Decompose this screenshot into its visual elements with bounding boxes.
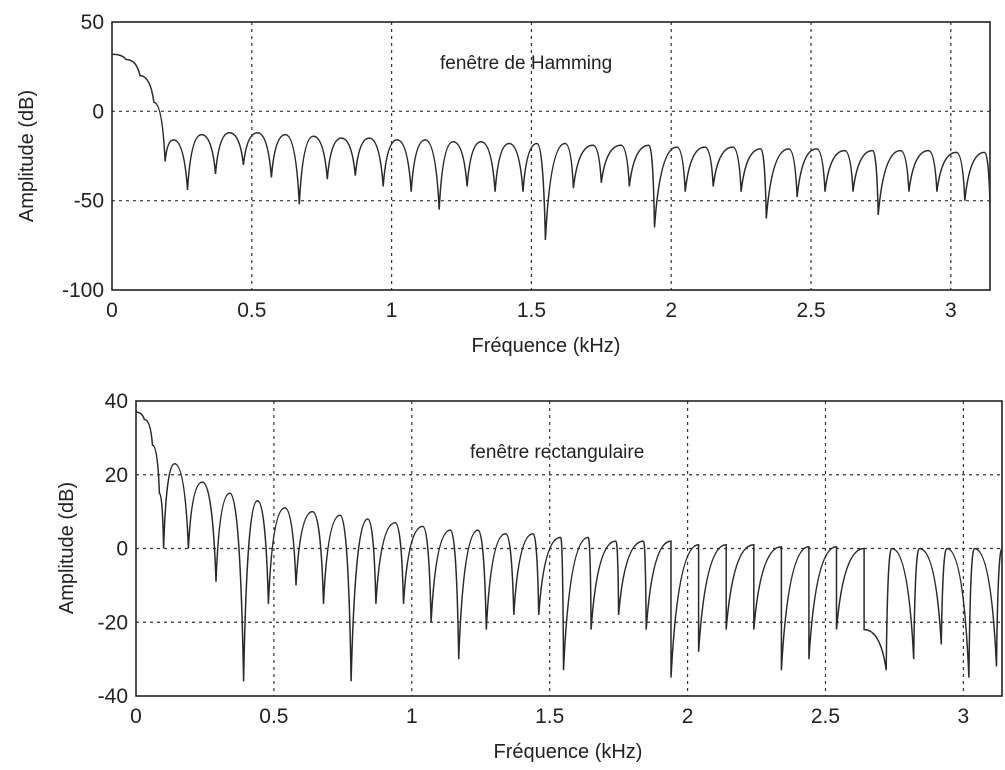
x-tick-label: 0.5 — [259, 705, 288, 728]
y-tick-labels-hamming: 50 0 -50 -100 — [62, 11, 104, 302]
y-tick-label: -20 — [98, 611, 128, 634]
plot-hamming: 0 0.5 1 1.5 2 2.5 3 50 0 -50 -100 fenêtre de Hamm… — [16, 11, 991, 357]
y-axis-label-rectangular: Amplitude (dB) — [56, 482, 78, 614]
y-tick-label: 40 — [105, 390, 128, 413]
y-tick-label: 0 — [116, 538, 128, 561]
annotation-hamming: fenêtre de Hamming — [440, 53, 612, 74]
x-tick-label: 2 — [682, 705, 694, 728]
y-axis-label-hamming: Amplitude (dB) — [16, 90, 38, 222]
x-tick-labels-hamming: 0 0.5 1 1.5 2 2.5 3 — [106, 299, 957, 322]
x-tick-label: 0 — [106, 299, 118, 322]
x-tick-label: 1 — [406, 705, 418, 728]
annotation-rectangular: fenêtre rectangulaire — [470, 442, 644, 463]
x-tick-label: 2.5 — [811, 705, 840, 728]
spectrum-line-rectangular — [135, 411, 1003, 682]
axes-frame-hamming — [111, 21, 991, 291]
y-tick-label: 0 — [92, 100, 104, 123]
x-tick-label: 3 — [958, 705, 970, 728]
spectrum-line-hamming — [111, 53, 991, 241]
x-tick-label: 2 — [665, 299, 677, 322]
y-tick-label: -100 — [62, 279, 104, 302]
x-axis-label-rectangular: Fréquence (kHz) — [494, 741, 643, 763]
x-tick-label: 3 — [945, 299, 957, 322]
grid-rectangular — [136, 401, 1002, 696]
x-tick-label: 0 — [130, 705, 142, 728]
x-axis-label-hamming: Fréquence (kHz) — [472, 335, 621, 357]
x-tick-label: 1 — [386, 299, 398, 322]
y-tick-label: -40 — [98, 685, 128, 708]
grid-hamming — [112, 22, 990, 290]
y-tick-label: 20 — [105, 464, 128, 487]
x-tick-label: 1.5 — [517, 299, 546, 322]
x-tick-label: 0.5 — [237, 299, 266, 322]
x-tick-label: 1.5 — [535, 705, 564, 728]
x-tick-labels-rectangular: 0 0.5 1 1.5 2 2.5 3 — [130, 705, 969, 728]
plot-rectangular: 0 0.5 1 1.5 2 2.5 3 40 20 0 -20 -40 fenêtre rectan… — [56, 390, 1003, 763]
y-tick-label: -50 — [74, 190, 104, 213]
y-tick-labels-rectangular: 40 20 0 -20 -40 — [98, 390, 128, 708]
y-tick-label: 50 — [81, 11, 104, 34]
x-tick-label: 2.5 — [796, 299, 825, 322]
